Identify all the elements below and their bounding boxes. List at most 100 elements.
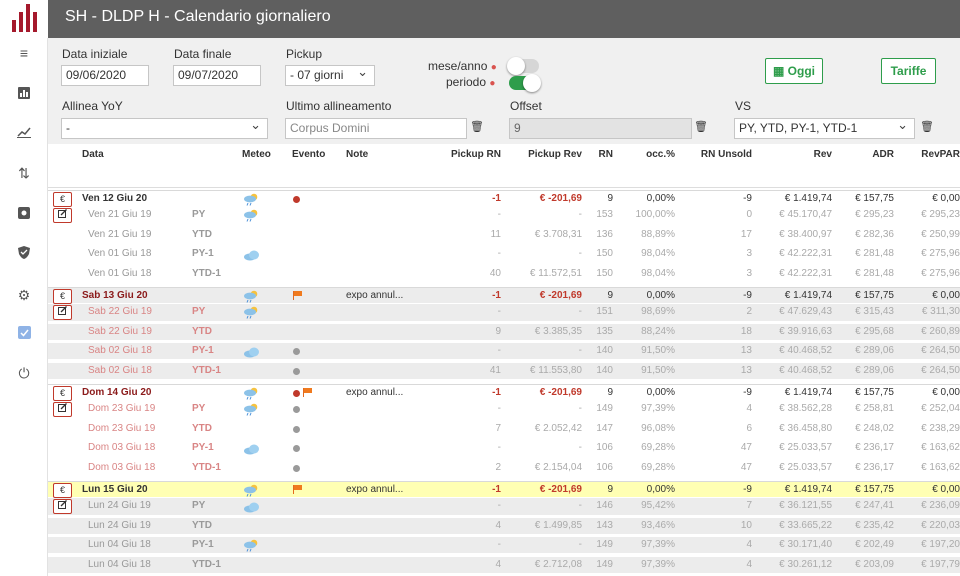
flag-icon[interactable] xyxy=(303,388,313,397)
row-revpar: € 0,00 xyxy=(932,484,960,495)
row-rn: 9 xyxy=(607,290,613,301)
row-rn: 149 xyxy=(596,558,613,570)
row-type: YTD xyxy=(192,519,212,531)
price-button[interactable]: € xyxy=(53,386,72,401)
table-header: Data Meteo Evento Note Pickup RN Pickup … xyxy=(48,144,960,188)
shield-icon[interactable] xyxy=(0,243,48,265)
event-dot-gray[interactable] xyxy=(293,406,300,414)
bar-chart-icon[interactable] xyxy=(0,83,48,105)
price-button[interactable]: € xyxy=(53,483,72,498)
mese-anno-toggle[interactable] xyxy=(507,57,539,75)
row-rn-unsold: 3 xyxy=(746,248,752,260)
event-dot-gray[interactable] xyxy=(293,348,300,356)
row-adr: € 203,09 xyxy=(855,558,894,570)
row-revpar: € 220,03 xyxy=(921,519,960,531)
row-revpar: € 163,62 xyxy=(921,442,960,454)
edit-button[interactable] xyxy=(53,208,72,224)
row-occ: 69,28% xyxy=(641,461,675,473)
mese-anno-label: mese/anno ● xyxy=(428,59,497,73)
row-pickup-rn: 9 xyxy=(495,325,501,337)
row-pickup-rev: - xyxy=(578,306,582,318)
table-row: Dom 23 Giu 19 PY - - 149 97,39% 4 € 38.562,28 € … xyxy=(48,401,960,418)
col-occ[interactable]: occ.% xyxy=(646,149,675,160)
pickup-select[interactable]: - 07 giorni xyxy=(285,65,375,86)
trash-icon[interactable]: 🗑 xyxy=(920,121,934,133)
ultimo-placeholder: Corpus Domini xyxy=(290,121,370,135)
col-evento[interactable]: Evento xyxy=(292,149,326,160)
col-pickup-rn[interactable]: Pickup RN xyxy=(450,149,501,160)
row-pickup-rn: 4 xyxy=(495,519,501,531)
row-adr: € 157,75 xyxy=(855,387,894,398)
col-pickup-rev[interactable]: Pickup Rev xyxy=(528,149,582,160)
row-date: Dom 23 Giu 19 xyxy=(88,403,156,415)
table-row: Lun 24 Giu 19 YTD 4 € 1.499,85 143 93,46% 10 € … xyxy=(48,517,960,535)
trash-icon[interactable]: 🗑 xyxy=(470,121,484,133)
row-occ: 100,00% xyxy=(635,209,675,221)
offset-input[interactable]: 9 xyxy=(509,118,692,139)
col-note[interactable]: Note xyxy=(346,149,369,160)
row-occ: 98,69% xyxy=(641,306,675,318)
row-revpar: € 275,96 xyxy=(921,267,960,279)
row-date: Lun 04 Giu 18 xyxy=(88,558,151,570)
row-rn: 149 xyxy=(596,539,613,551)
event-dot-gray[interactable] xyxy=(293,464,300,472)
row-rn: 150 xyxy=(596,248,613,260)
pickup-label: Pickup xyxy=(286,47,323,61)
col-rev[interactable]: Rev xyxy=(813,149,832,160)
allinea-select[interactable]: - xyxy=(61,118,268,139)
price-button[interactable]: € xyxy=(53,289,72,304)
row-pickup-rev: € 2.052,42 xyxy=(534,422,582,434)
event-dot-gray[interactable] xyxy=(293,425,300,433)
info-icon[interactable]: ● xyxy=(490,62,497,73)
col-rn-unsold[interactable]: RN Unsold xyxy=(700,149,752,160)
col-meteo[interactable]: Meteo xyxy=(242,149,271,160)
flag-icon[interactable] xyxy=(293,291,303,300)
event-dot-gray[interactable] xyxy=(293,367,300,375)
event-dot-red[interactable] xyxy=(293,196,300,203)
row-rev: € 1.419,74 xyxy=(784,290,832,301)
col-data[interactable]: Data xyxy=(82,149,104,160)
sun-cloud-rain-icon xyxy=(243,306,261,320)
vs-select[interactable]: PY, YTD, PY-1, YTD-1 xyxy=(734,118,915,139)
periodo-toggle[interactable] xyxy=(509,74,541,92)
price-button[interactable]: € xyxy=(53,192,72,207)
flag-icon[interactable] xyxy=(293,485,303,494)
col-rn[interactable]: RN xyxy=(598,149,613,160)
row-pickup-rev: - xyxy=(578,442,582,454)
row-rn: 9 xyxy=(607,484,613,495)
row-date: Sab 02 Giu 18 xyxy=(88,345,152,357)
line-chart-icon[interactable] xyxy=(0,122,48,144)
row-revpar: € 264,50 xyxy=(921,345,960,357)
cloud-icon xyxy=(243,500,261,513)
ultimo-input[interactable]: Corpus Domini xyxy=(285,118,467,139)
sort-arrows-icon[interactable]: ⇅ xyxy=(18,165,30,181)
row-type: PY xyxy=(192,306,206,318)
edit-button[interactable] xyxy=(53,499,72,515)
info-icon[interactable]: ● xyxy=(489,78,496,89)
row-adr: € 295,23 xyxy=(855,209,894,221)
filter-panel: Data iniziale 09/06/2020 Data finale 09/… xyxy=(48,38,960,144)
checkbox-icon[interactable] xyxy=(0,323,48,345)
row-occ: 91,50% xyxy=(641,364,675,376)
periodo-label: periodo ● xyxy=(446,75,496,89)
trash-icon[interactable]: 🗑 xyxy=(694,121,708,133)
edit-button[interactable] xyxy=(53,402,72,418)
event-dot-red[interactable] xyxy=(293,390,300,397)
gear-icon[interactable]: ⚙ xyxy=(17,287,31,303)
edit-button[interactable] xyxy=(53,305,72,321)
row-pickup-rn: 2 xyxy=(495,461,501,473)
start-date-input[interactable]: 09/06/2020 xyxy=(61,65,149,86)
end-date-input[interactable]: 09/07/2020 xyxy=(173,65,261,86)
row-adr: € 295,68 xyxy=(855,325,894,337)
row-type: PY-1 xyxy=(192,442,214,454)
col-adr[interactable]: ADR xyxy=(872,149,894,160)
power-icon[interactable]: ⏻ xyxy=(18,365,30,381)
settings-box-icon[interactable] xyxy=(0,203,48,225)
oggi-button[interactable]: ▦ Oggi xyxy=(765,58,823,84)
tariffe-button[interactable]: Tariffe xyxy=(881,58,936,84)
row-pickup-rn: 4 xyxy=(495,558,501,570)
row-pickup-rev: € 2.154,04 xyxy=(534,461,582,473)
event-dot-gray[interactable] xyxy=(293,445,300,453)
menu-icon[interactable]: ≡ xyxy=(19,45,29,61)
col-revpar[interactable]: RevPAR xyxy=(921,149,960,160)
